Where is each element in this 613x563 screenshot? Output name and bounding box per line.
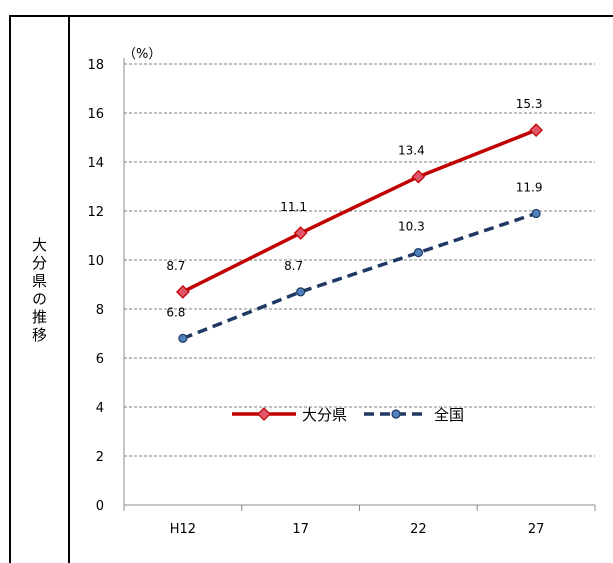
series-2-data-label: 11.9 [516,180,543,194]
y-tick-label: 18 [87,58,104,73]
frame-left-border [9,15,11,563]
series-2-point [178,333,188,343]
y-tick-label: 0 [96,499,104,514]
series-2-point [531,208,541,219]
x-tick-label: 27 [528,522,545,537]
series-1-point [176,285,190,299]
y-tick-label: 10 [87,254,104,269]
x-tick-label: 22 [410,522,427,537]
series-1-data-label: 13.4 [398,144,425,158]
y-tick-label: 6 [96,352,104,367]
legend-series-1-marker [257,407,271,421]
series: 8.7 11.1 13.4 15.3 6.8 8.7 10.3 11.9 [166,97,543,343]
y-tick-labels: 0 2 4 6 8 10 12 14 16 18 [87,58,104,514]
x-tick-labels: H12 17 22 27 [170,522,545,537]
y-tick-label: 8 [96,303,104,318]
series-1-line [182,128,537,294]
row-header: 大分県の推移 [11,15,68,563]
legend-series-1-label: 大分県 [302,406,347,424]
frame-top-border [9,15,613,17]
y-tick-label: 4 [96,401,104,416]
frame-divider [68,15,70,563]
series-1-point [411,169,426,184]
series-2-point [413,248,423,258]
series-1-data-label: 15.3 [516,97,543,111]
axes [123,58,596,511]
series-2-line [182,211,537,341]
series-1-point [529,123,543,137]
series-2-data-label: 8.7 [284,259,303,273]
series-2-data-label: 6.8 [166,305,185,319]
series-1-point [293,226,308,240]
legend-series-2-marker [391,409,401,419]
series-2-data-label: 10.3 [398,220,425,234]
series-1-data-label: 11.1 [280,200,307,214]
y-tick-label: 14 [87,156,104,171]
y-tick-label: 16 [87,107,104,122]
row-header-label: 大分県の推移 [30,237,48,345]
x-tick-label: 17 [292,522,309,537]
legend: 大分県 全国 [232,406,464,424]
y-tick-label: 12 [87,205,104,220]
gridlines [124,63,595,457]
y-unit-label: （%） [123,47,161,62]
series-2-point [296,287,306,297]
x-tick-label: H12 [170,522,196,537]
legend-series-2-label: 全国 [434,406,464,424]
series-1-data-label: 8.7 [166,259,185,273]
y-tick-label: 2 [96,450,104,465]
